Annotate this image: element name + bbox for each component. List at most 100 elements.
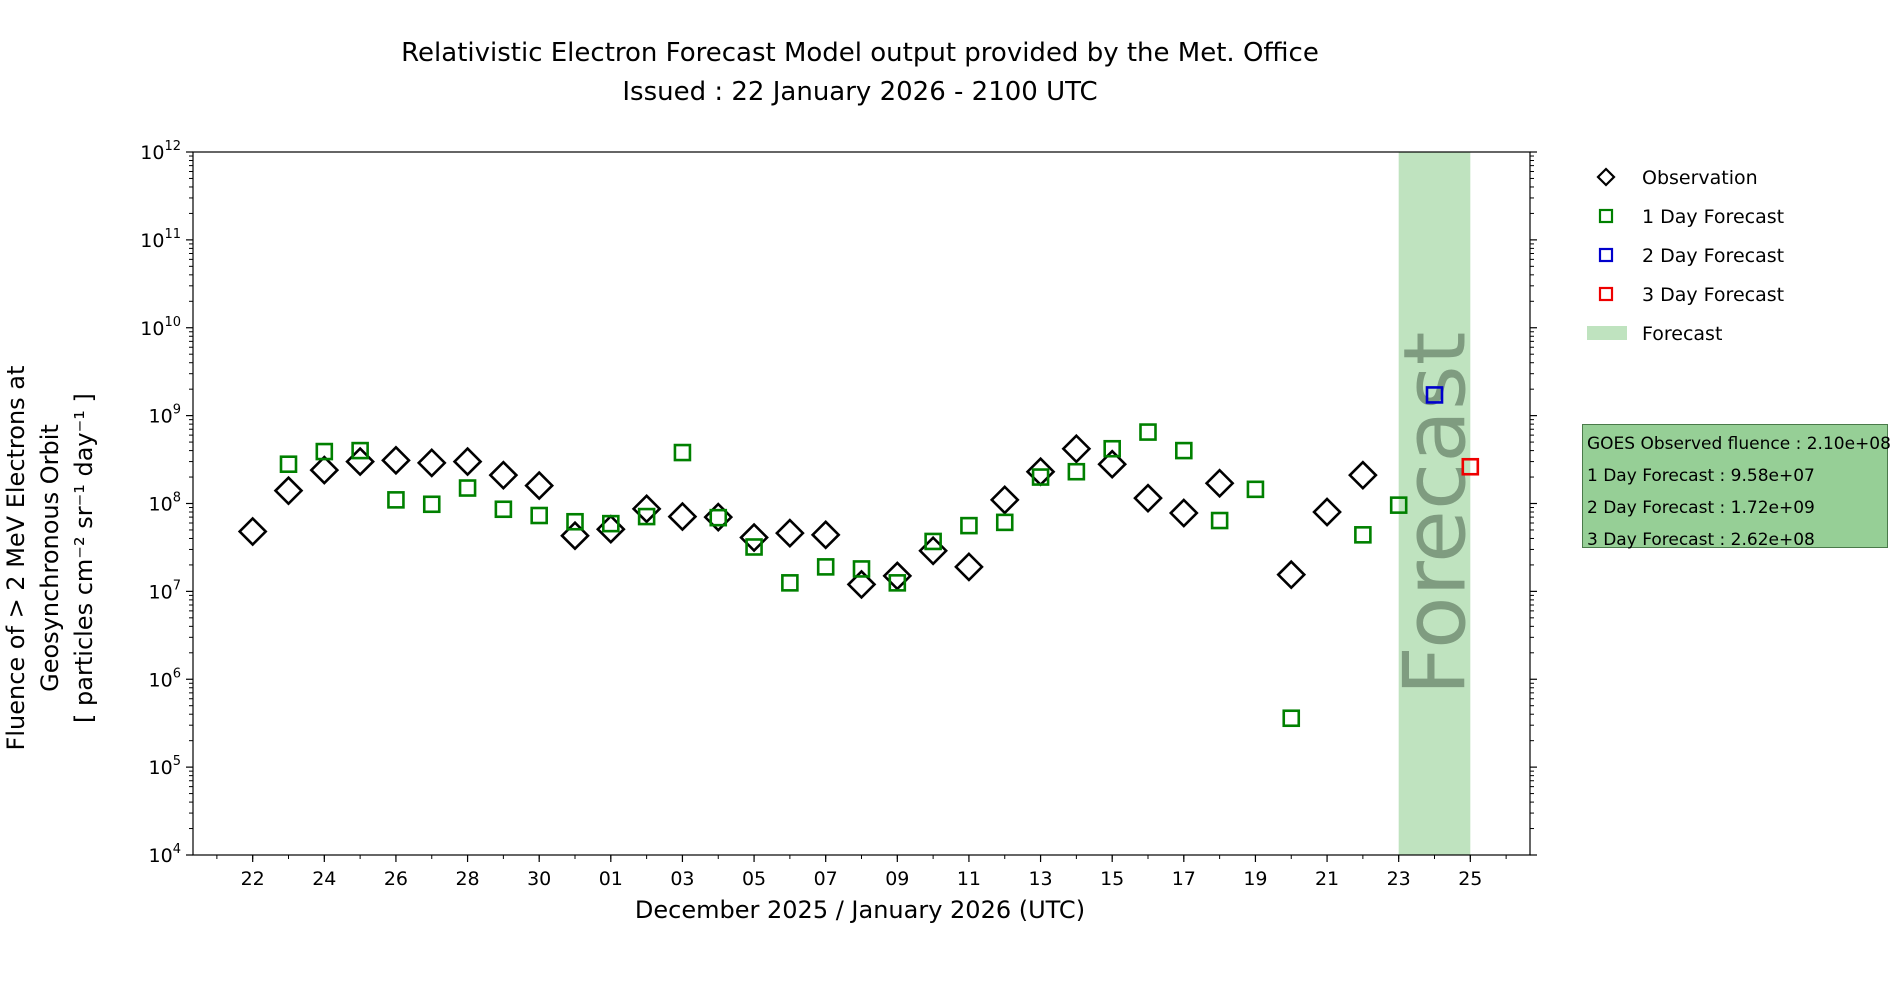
y-tick-label: 1011 [140, 227, 181, 252]
x-tick-label: 22 [241, 868, 265, 890]
1-day-forecast-point [924, 532, 942, 551]
1-day-forecast-point [351, 441, 369, 460]
x-tick-label: 26 [384, 868, 408, 890]
x-tick-label: 01 [599, 868, 623, 890]
chart-subtitle: Issued : 22 January 2026 - 2100 UTC [622, 77, 1098, 107]
y-tick-label: 104 [149, 842, 181, 867]
x-tick-label: 17 [1172, 868, 1196, 890]
legend-swatch-forecast [1587, 326, 1627, 340]
observation-point [810, 519, 841, 550]
x-tick-label: 07 [814, 868, 838, 890]
observation-point [560, 520, 590, 551]
2-day-forecast-point [1425, 386, 1444, 404]
observation-point [1168, 498, 1199, 528]
1-day-forecast-point [1282, 709, 1301, 728]
1-day-forecast-point [1175, 441, 1193, 460]
observation-point [1276, 559, 1307, 590]
x-axis-label: December 2025 / January 2026 (UTC) [634, 896, 1086, 924]
forecast-band [1398, 152, 1471, 855]
1-day-forecast-point [1067, 462, 1086, 481]
observation-point [381, 445, 411, 476]
chart-title: Relativistic Electron Forecast Model out… [401, 38, 1319, 68]
observation-point [846, 569, 877, 600]
1-day-forecast-point [387, 491, 405, 509]
y-axis-label-line-1: Fluence of > 2 MeV Electrons at Geosynch… [2, 365, 64, 751]
y-tick-label: 105 [149, 754, 181, 779]
y-tick-label: 106 [149, 666, 181, 691]
1-day-forecast-point [888, 574, 907, 592]
1-day-forecast-point [1246, 480, 1265, 499]
observation-point [345, 446, 375, 477]
y-tick-label: 107 [149, 578, 181, 603]
observation-point [273, 475, 304, 506]
y-tick-label: 108 [149, 491, 181, 516]
observation-point [488, 460, 519, 491]
observation-point [918, 535, 948, 566]
1-day-forecast-point [673, 443, 692, 462]
1-day-forecast-point [1210, 511, 1229, 530]
x-tick-label: 15 [1100, 868, 1124, 890]
1-day-forecast-point [422, 495, 441, 514]
1-day-forecast-point [709, 508, 728, 527]
observation-point [452, 446, 483, 477]
y-axis-label: Fluence of > 2 MeV Electrons at Geosynch… [0, 278, 101, 838]
observation-point [595, 514, 626, 545]
1-day-forecast-point [637, 507, 656, 526]
fluence-info-box: GOES Observed fluence : 2.10e+08 1 Day F… [1582, 424, 1891, 550]
x-tick-label: 24 [312, 868, 336, 890]
x-tick-label: 25 [1458, 868, 1482, 890]
y-tick-label: 1012 [140, 139, 181, 164]
1-day-forecast-point [995, 513, 1014, 532]
observation-point [416, 448, 447, 478]
x-tick-label: 23 [1387, 868, 1411, 890]
legend-label-observation: Observation [1642, 167, 1758, 189]
y-tick-label: 109 [149, 403, 181, 428]
1-day-forecast-point [1139, 423, 1157, 441]
1-day-forecast-point [494, 500, 513, 519]
x-tick-label: 09 [885, 868, 909, 890]
observation-point [739, 522, 769, 553]
1-day-forecast-point [1389, 496, 1408, 514]
legend-label-forecast: Forecast [1642, 323, 1722, 345]
x-tick-label: 11 [957, 868, 981, 890]
observation-point [237, 516, 268, 547]
observation-point [309, 455, 340, 485]
y-axis-label-line-2: [ particles cm⁻² sr⁻¹ day⁻¹ ] [70, 393, 98, 723]
1-day-forecast-point [458, 479, 477, 497]
1-day-forecast-point [566, 512, 584, 531]
info-2-day-forecast: 2 Day Forecast : 1.72e+09 [1587, 498, 1815, 518]
x-tick-label: 28 [455, 868, 479, 890]
observation-point [1097, 449, 1128, 480]
1-day-forecast-point [279, 455, 298, 474]
info-1-day-forecast: 1 Day Forecast : 9.58e+07 [1587, 466, 1815, 486]
legend-swatch-3-day-forecast [1598, 286, 1614, 302]
1-day-forecast-point [530, 506, 548, 525]
x-tick-label: 05 [742, 868, 766, 890]
observation-point [989, 485, 1020, 515]
1-day-forecast-point [816, 558, 835, 576]
x-tick-label: 03 [670, 868, 694, 890]
1-day-forecast-point [315, 442, 334, 461]
observation-point [954, 552, 984, 582]
1-day-forecast-point [1031, 468, 1050, 486]
observation-point [1061, 433, 1092, 464]
info-3-day-forecast: 3 Day Forecast : 2.62e+08 [1587, 530, 1815, 550]
legend-label-1-day-forecast: 1 Day Forecast [1642, 206, 1784, 228]
1-day-forecast-point [745, 538, 763, 556]
1-day-forecast-point [852, 560, 871, 578]
1-day-forecast-point [602, 514, 620, 533]
x-tick-label: 21 [1315, 868, 1339, 890]
observation-point [1348, 460, 1378, 491]
1-day-forecast-point [781, 574, 799, 592]
x-tick-label: 13 [1028, 868, 1052, 890]
x-tick-label: 30 [527, 868, 551, 890]
legend-label-3-day-forecast: 3 Day Forecast [1642, 284, 1784, 306]
observation-point [882, 561, 913, 591]
legend-swatch-1-day-forecast [1598, 208, 1614, 224]
legend-swatch-2-day-forecast [1598, 247, 1614, 263]
observation-point [524, 470, 555, 501]
observation-point [1133, 483, 1163, 514]
observation-point [1025, 456, 1056, 487]
